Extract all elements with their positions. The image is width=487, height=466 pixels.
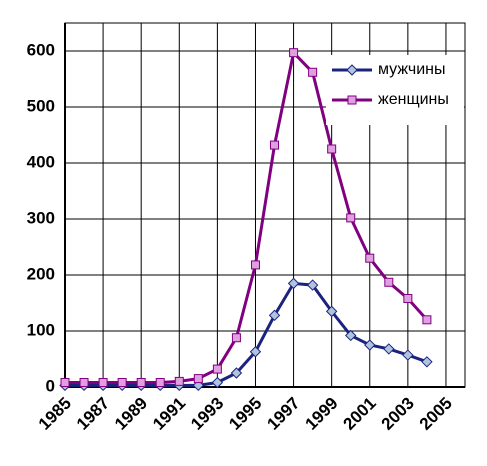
- x-tick-label: 1999: [301, 394, 341, 434]
- marker: [346, 64, 358, 76]
- marker: [193, 374, 203, 384]
- marker: [136, 378, 146, 388]
- marker: [287, 277, 300, 290]
- y-tick-label: 400: [27, 152, 55, 171]
- x-tick-label: 2005: [416, 394, 456, 434]
- marker: [421, 356, 433, 368]
- y-tick-label: 200: [27, 264, 55, 283]
- marker: [155, 378, 165, 388]
- marker: [212, 364, 222, 374]
- x-tick-label: 1993: [187, 394, 227, 434]
- marker: [347, 95, 357, 105]
- y-tick-label: 300: [27, 208, 55, 227]
- y-tick-label: 100: [27, 320, 55, 339]
- marker: [403, 294, 413, 304]
- marker: [345, 329, 357, 342]
- marker: [117, 378, 127, 388]
- marker: [289, 48, 299, 58]
- legend-label: мужчины: [378, 61, 446, 78]
- x-tick-label: 2003: [378, 394, 418, 434]
- marker: [402, 349, 414, 361]
- marker: [327, 144, 337, 154]
- x-tick-label: 1995: [225, 394, 265, 434]
- marker: [346, 213, 356, 223]
- y-tick-label: 600: [27, 40, 55, 59]
- marker: [230, 367, 243, 379]
- x-tick-label: 1991: [149, 394, 189, 434]
- marker: [308, 67, 318, 77]
- marker: [250, 260, 260, 270]
- marker: [270, 140, 280, 150]
- marker: [306, 279, 319, 291]
- legend-label: женщины: [378, 91, 449, 108]
- marker: [231, 333, 241, 343]
- marker: [325, 305, 338, 318]
- marker: [79, 378, 89, 388]
- marker: [365, 253, 375, 263]
- marker: [98, 378, 108, 388]
- marker: [268, 309, 281, 322]
- marker: [383, 343, 395, 355]
- marker: [60, 378, 70, 388]
- y-tick-label: 500: [27, 96, 55, 115]
- x-tick-label: 1989: [111, 394, 151, 434]
- legend-box: [326, 55, 464, 125]
- x-tick-label: 1987: [73, 394, 113, 434]
- marker: [422, 315, 432, 325]
- y-tick-label: 0: [46, 376, 55, 395]
- marker: [174, 376, 184, 386]
- x-tick-label: 1997: [263, 394, 303, 434]
- marker: [364, 339, 376, 351]
- x-tick-label: 2001: [340, 394, 380, 434]
- x-tick-label: 1985: [35, 394, 75, 434]
- marker: [249, 346, 262, 358]
- marker: [384, 277, 394, 287]
- marker: [211, 376, 224, 389]
